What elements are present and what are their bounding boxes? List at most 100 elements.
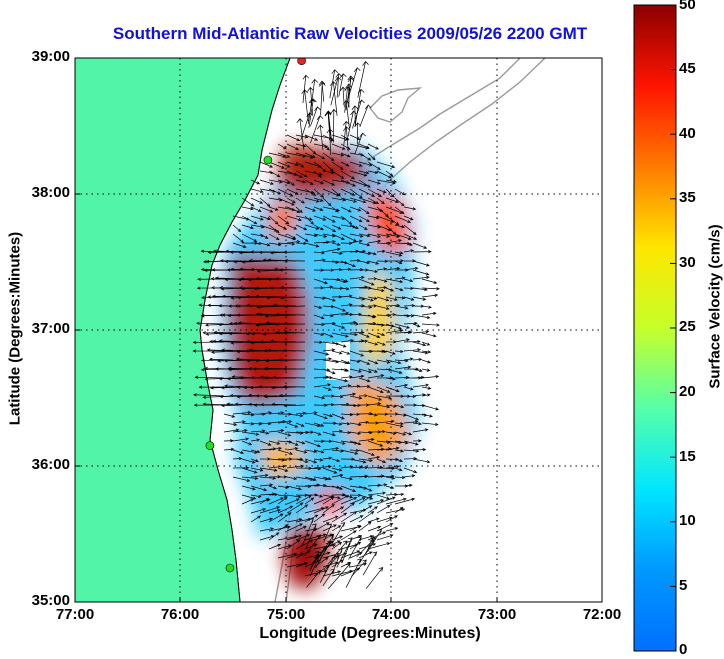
velocity-vector-arrow [313,513,326,523]
velocity-vector-arrow [331,323,346,329]
velocity-vector-arrow [284,259,306,263]
velocity-vector-arrow [250,494,262,498]
velocity-vector-arrow [304,458,318,464]
velocity-vector-arrow [340,287,350,291]
axis-ticks [75,193,498,602]
velocity-vector-arrow [349,374,365,379]
velocity-vector-arrow [394,251,404,255]
velocity-vector-arrow [367,269,379,273]
velocity-vector-arrow [385,476,396,480]
velocity-vector-arrow [311,78,318,102]
velocity-vector-arrow [349,440,362,446]
velocity-vector-arrow [277,494,288,498]
velocity-vector-arrow [306,569,321,588]
velocity-vector-arrow [349,448,360,453]
colorbar-tick-label: 20 [679,383,696,400]
velocity-vector-arrow [349,497,366,505]
colorbar-tick-label: 35 [679,189,696,206]
velocity-vector-arrow [259,179,275,185]
velocity-vector-arrow [394,215,412,223]
velocity-vector-arrow [192,349,225,353]
velocity-vector-arrow [376,285,388,290]
velocity-vector-arrow [241,233,258,242]
colorbar-label: Surface Velocity (cm/s) [706,224,724,389]
velocity-vector-arrow [313,215,327,221]
velocity-vector-arrow [412,447,427,452]
velocity-vector-arrow [322,446,340,451]
velocity-vector-arrow [331,522,346,544]
velocity-vector-arrow [313,522,330,532]
velocity-vector-arrow [385,359,402,365]
velocity-vector-arrow [313,305,323,309]
velocity-vector-arrow [286,224,298,230]
velocity-vector-arrow [295,224,308,231]
velocity-vector-arrow [330,108,338,143]
velocity-vector-arrow [250,473,269,478]
velocity-vector-arrow [232,420,246,424]
velocity-vector-arrow [349,233,364,238]
velocity-vector-arrow [241,485,256,491]
velocity-vector-arrow [331,495,350,505]
velocity-vector-arrow [349,224,359,229]
velocity-vector-arrow [403,314,415,318]
velocity-vector-arrow [394,323,411,329]
velocity-vector-arrow [367,491,387,496]
velocity-vector-arrow [277,233,296,241]
velocity-vector-arrow [367,197,380,204]
velocity-vector-arrow [313,251,326,255]
velocity-vector-arrow [421,422,439,427]
velocity-vector-arrow [376,430,386,434]
velocity-vector-arrow [331,473,344,478]
velocity-vector-arrow [412,428,429,433]
velocity-vector-arrow [277,188,294,197]
velocity-vector-arrow [335,73,342,98]
velocity-vector-arrow [376,483,388,487]
velocity-vector-arrow [322,143,330,151]
velocity-vector-arrow [193,393,225,397]
velocity-vector-arrow [259,206,274,213]
velocity-vector-arrow [262,332,288,336]
velocity-vector-arrow [250,449,261,454]
velocity-vector-arrow [367,224,382,229]
velocity-vector-arrow [403,348,421,352]
velocity-vector-arrow [331,429,343,433]
velocity-vector-arrow [250,429,266,433]
velocity-vector-arrow [358,495,373,505]
velocity-vector-arrow [313,143,329,148]
velocity-vector-arrow [376,161,396,169]
velocity-vector-arrow [358,278,375,286]
velocity-vector-arrow [313,206,324,211]
velocity-vector-arrow [282,367,306,371]
velocity-vector-arrow [376,233,391,238]
velocity-vector-arrow [394,338,410,343]
velocity-vector-arrow [277,242,296,246]
velocity-vector-arrow [304,449,318,454]
velocity-vector-arrow [358,332,370,338]
velocity-vector-arrow [340,161,350,167]
velocity-vector-arrow [295,179,307,184]
velocity-vector-arrow [367,239,382,244]
velocity-vector-arrow [331,268,343,272]
velocity-vector-arrow [394,233,412,240]
velocity-vector-arrow [340,497,358,505]
velocity-vector-arrow [250,241,263,246]
velocity-vector-arrow [421,341,431,346]
velocity-vector-arrow [340,449,359,455]
velocity-vector-arrow [259,476,277,480]
velocity-vector-arrow [340,384,352,388]
velocity-vector-arrow [403,339,421,344]
velocity-vector-arrow [264,314,297,318]
velocity-vector-arrow [376,349,388,354]
velocity-vector-arrow [226,377,252,381]
velocity-vector-arrow [322,439,333,443]
velocity-vector-arrow [313,357,333,361]
velocity-vector-arrow [394,296,406,300]
velocity-vector-arrow [349,412,361,416]
velocity-vector-arrow [376,267,388,271]
velocity-vector-arrow [286,134,301,142]
velocity-vector-arrow [304,152,316,158]
radar-station-marker [205,441,215,450]
velocity-vector-arrow [421,293,439,298]
velocity-vector-arrow [358,505,373,514]
velocity-vector-arrow [340,179,356,187]
